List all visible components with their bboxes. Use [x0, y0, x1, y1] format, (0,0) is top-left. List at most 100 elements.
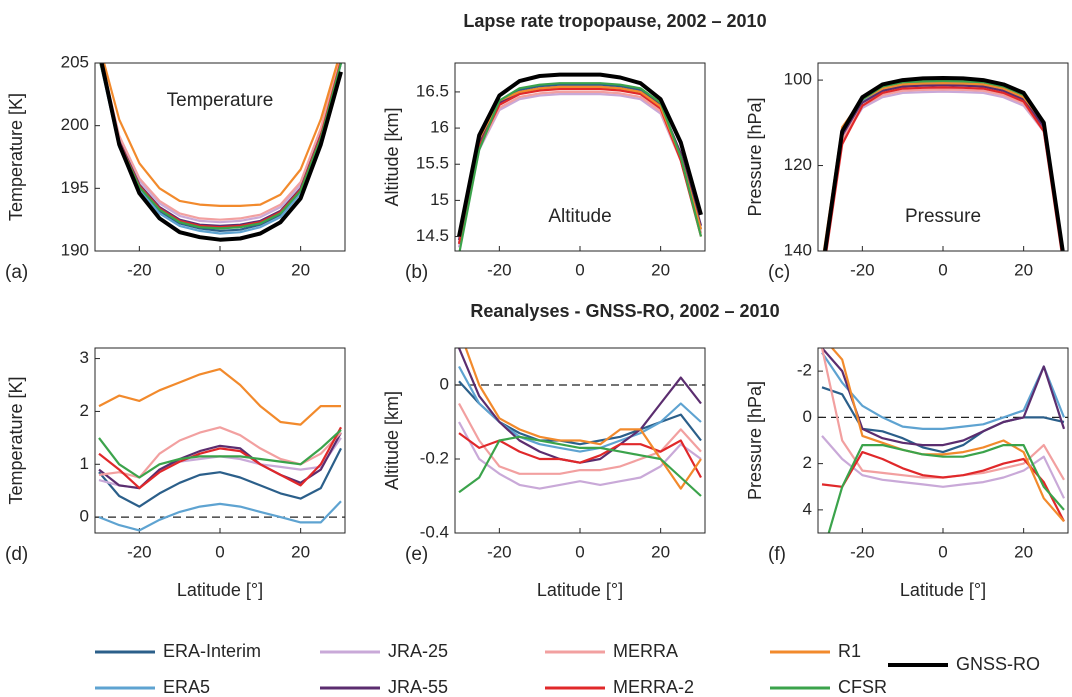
y-axis-label: Temperature [K]	[6, 93, 26, 221]
series-line	[458, 421, 702, 490]
y-tick-label: 2	[803, 453, 812, 472]
series-line	[821, 451, 1065, 522]
panel-label: (a)	[5, 262, 28, 283]
y-tick-label: 3	[80, 348, 89, 367]
legend-label: ERA5	[163, 677, 210, 697]
series-line	[458, 435, 702, 497]
y-tick-label: 16.5	[416, 81, 449, 100]
x-tick-label: 20	[291, 260, 310, 279]
x-tick-label: 0	[215, 542, 224, 561]
axis-box	[94, 62, 346, 252]
y-tick-label: 0	[440, 374, 449, 393]
x-tick-label: -20	[850, 260, 875, 279]
series-line	[98, 426, 342, 490]
legend-label: JRA-25	[388, 641, 448, 661]
x-axis-label: Latitude [°]	[537, 580, 623, 600]
x-tick-label: -20	[127, 260, 152, 279]
y-tick-label: 0	[803, 407, 812, 426]
series-line	[464, 348, 702, 490]
legend-label: ERA-Interim	[163, 641, 261, 661]
y-tick-label: 195	[61, 178, 89, 197]
axis-box	[454, 62, 706, 252]
x-tick-label: 20	[1014, 260, 1033, 279]
y-tick-label: 15	[430, 190, 449, 209]
series-line	[827, 444, 1065, 533]
y-tick-label: 190	[61, 240, 89, 259]
y-tick-label: 15.5	[416, 154, 449, 173]
series-line	[830, 348, 1065, 523]
series-line	[100, 63, 340, 221]
series-line	[99, 63, 343, 230]
plot-lines	[457, 72, 703, 251]
annotation: Pressure	[905, 206, 981, 227]
y-tick-label: 1	[80, 454, 89, 473]
y-tick-label: 0	[80, 507, 89, 526]
series-line	[457, 72, 703, 237]
section-title: Lapse rate tropopause, 2002 – 2010	[463, 11, 766, 31]
legend-label: MERRA	[613, 641, 678, 661]
annotation: Temperature	[167, 90, 274, 111]
y-tick-label: 100	[784, 70, 812, 89]
y-tick-label: 200	[61, 115, 89, 134]
y-tick-label: 14.5	[416, 226, 449, 245]
legend-label: R1	[838, 641, 861, 661]
plot-lines	[457, 348, 702, 497]
annotation: Altitude	[548, 206, 611, 227]
x-tick-label: 20	[651, 542, 670, 561]
series-line	[821, 351, 1066, 430]
y-axis-label: Pressure [hPa]	[745, 381, 765, 500]
series-line	[99, 63, 343, 232]
series-line	[98, 447, 342, 508]
series-line	[825, 86, 1063, 251]
legend-label: JRA-55	[388, 677, 448, 697]
y-axis-label: Altitude [km]	[382, 107, 402, 206]
series-line	[99, 63, 342, 229]
x-tick-label: 20	[291, 542, 310, 561]
x-axis-label: Latitude [°]	[177, 580, 263, 600]
x-tick-label: -20	[127, 542, 152, 561]
legend-label: GNSS-RO	[956, 654, 1040, 674]
y-tick-label: -0.4	[420, 522, 449, 541]
axis-box	[817, 347, 1069, 534]
x-tick-label: 0	[575, 542, 584, 561]
panel-label: (c)	[768, 262, 790, 283]
y-tick-label: 2	[80, 401, 89, 420]
y-axis-label: Temperature [K]	[6, 376, 26, 504]
series-line	[821, 435, 1065, 499]
x-tick-label: 0	[938, 542, 947, 561]
axis-box	[454, 347, 706, 534]
y-tick-label: 140	[784, 240, 812, 259]
series-line	[98, 429, 342, 479]
plot-lines	[98, 368, 342, 532]
y-tick-label: 205	[61, 52, 89, 71]
plot-lines	[99, 63, 343, 242]
y-tick-label: -0.2	[420, 448, 449, 467]
series-line	[458, 365, 702, 453]
legend-label: CFSR	[838, 677, 887, 697]
y-axis-label: Altitude [km]	[382, 391, 402, 490]
series-line	[99, 63, 343, 242]
panel-label: (e)	[405, 544, 428, 565]
series-line	[98, 368, 341, 426]
series-line	[99, 63, 342, 227]
plot-lines	[822, 76, 1065, 251]
section-title: Reanalyses - GNSS-RO, 2002 – 2010	[470, 301, 779, 321]
x-tick-label: 0	[938, 260, 947, 279]
y-tick-label: 16	[430, 118, 449, 137]
y-tick-label: 4	[803, 499, 812, 518]
series-line	[102, 63, 339, 207]
y-tick-label: 120	[784, 155, 812, 174]
panel-label: (b)	[405, 262, 428, 283]
legend-label: MERRA-2	[613, 677, 694, 697]
y-tick-label: -2	[797, 361, 812, 380]
axis-box	[817, 62, 1069, 252]
axis-box	[94, 347, 346, 534]
x-tick-label: 20	[651, 260, 670, 279]
series-line	[824, 84, 1065, 251]
x-tick-label: -20	[487, 260, 512, 279]
series-line	[821, 348, 1066, 447]
x-tick-label: 20	[1014, 542, 1033, 561]
series-line	[100, 63, 341, 224]
panel-label: (f)	[768, 544, 786, 565]
